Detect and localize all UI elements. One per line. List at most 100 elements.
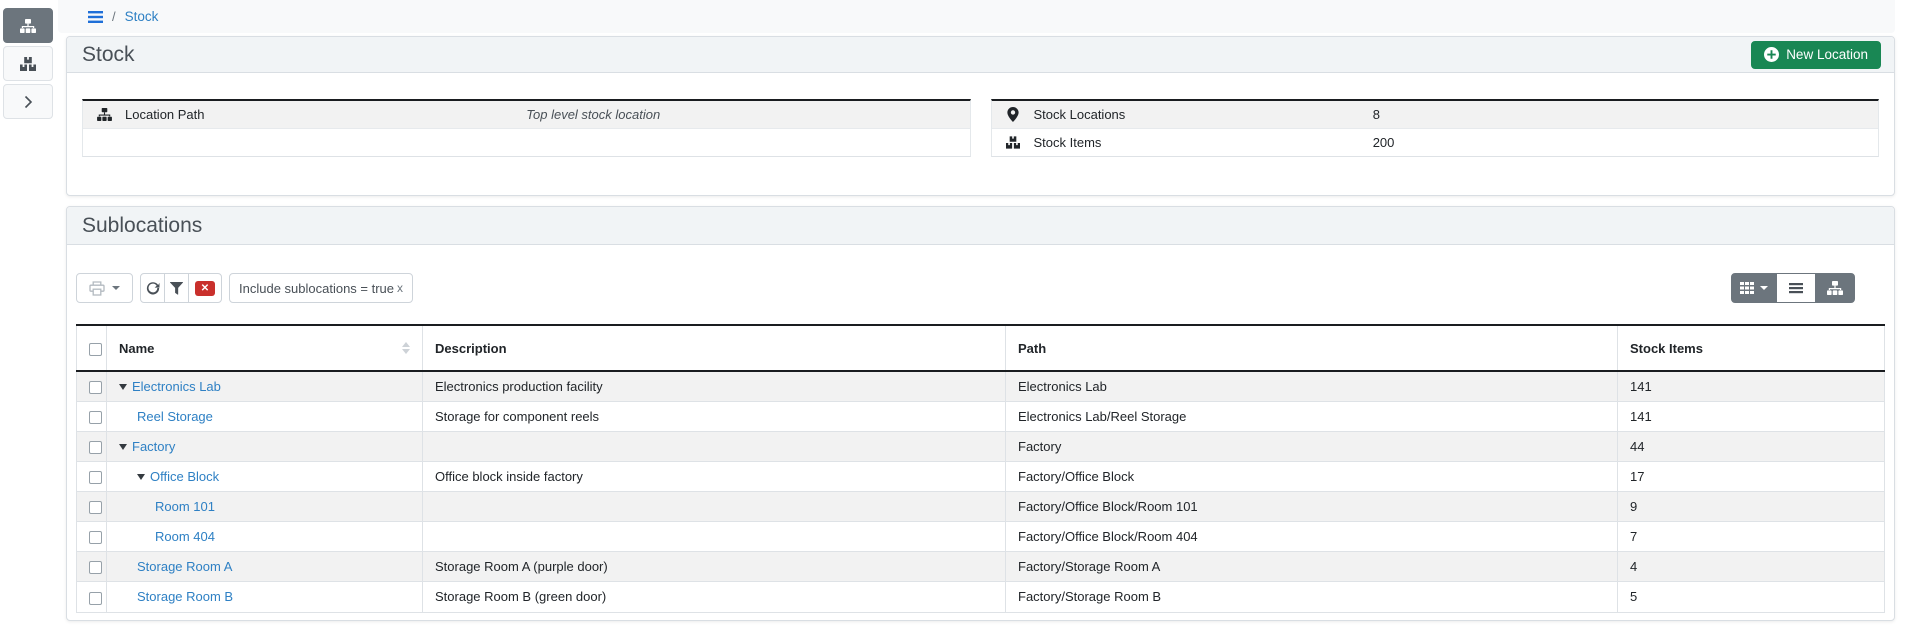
description-cell <box>422 521 1006 553</box>
new-location-button[interactable]: New Location <box>1751 40 1881 69</box>
location-path-value: Top level stock location <box>526 107 661 122</box>
collapse-caret-icon[interactable] <box>119 443 127 450</box>
table-grid-icon <box>1740 282 1754 294</box>
active-filter-chip[interactable]: Include sublocations = true x <box>229 273 414 303</box>
stock-card-body: Location Path Top level stock location S… <box>67 73 1894 157</box>
name-cell: Storage Room B <box>106 581 423 613</box>
list-icon <box>1789 282 1803 294</box>
stock-items-cell: 4 <box>1617 551 1885 583</box>
empty-row <box>83 129 970 147</box>
tree-view-button[interactable] <box>1815 273 1855 303</box>
column-header-stock-items: Stock Items <box>1617 324 1885 372</box>
remove-filter-x[interactable]: x <box>397 281 404 295</box>
location-link[interactable]: Office Block <box>150 469 220 485</box>
caret-down-icon <box>112 286 120 290</box>
table-row: Electronics Lab Electronics production f… <box>76 370 1885 403</box>
clear-filters-button[interactable]: ✕ <box>188 273 222 303</box>
breadcrumb-stock-link[interactable]: Stock <box>124 9 159 24</box>
stock-items-cell: 44 <box>1617 431 1885 463</box>
stock-items-cell: 7 <box>1617 521 1885 553</box>
location-link[interactable]: Storage Room A <box>137 559 233 575</box>
filter-chip-label: Include sublocations = true <box>239 280 395 296</box>
row-checkbox-cell <box>76 521 107 553</box>
description-cell: Storage Room A (purple door) <box>422 551 1006 583</box>
row-checkbox-cell <box>76 581 107 613</box>
description-cell: Storage Room B (green door) <box>422 581 1006 613</box>
table-row: Room 404 Factory/Office Block/Room 404 7 <box>76 521 1885 553</box>
table-row: Office Block Office block inside factory… <box>76 461 1885 493</box>
columns-dropdown-button[interactable] <box>1731 273 1777 303</box>
path-cell: Factory/Storage Room B <box>1005 581 1618 613</box>
stock-locations-value: 8 <box>1372 107 1380 122</box>
name-cell: Reel Storage <box>106 401 423 433</box>
breadcrumb: / Stock <box>58 0 1895 33</box>
refresh-button[interactable] <box>140 273 165 303</box>
row-checkbox-cell <box>76 401 107 433</box>
row-checkbox[interactable] <box>89 531 102 545</box>
location-link[interactable]: Room 404 <box>155 529 215 545</box>
sublocations-card-body: ✕ Include sublocations = true x <box>67 245 1894 613</box>
name-cell: Room 404 <box>106 521 423 553</box>
select-all-checkbox[interactable] <box>89 342 102 356</box>
sidebar-location-tree-button[interactable] <box>3 8 53 43</box>
row-checkbox-cell <box>76 431 107 463</box>
row-checkbox[interactable] <box>89 561 102 575</box>
row-checkbox[interactable] <box>89 411 102 425</box>
sidebar-stock-items-button[interactable] <box>3 46 53 81</box>
filter-button[interactable] <box>164 273 189 303</box>
list-view-button[interactable] <box>1776 273 1816 303</box>
table-toolbar: ✕ Include sublocations = true x <box>76 273 1885 303</box>
sidebar-expand-button[interactable] <box>3 84 53 119</box>
row-checkbox[interactable] <box>89 471 102 485</box>
caret-down-icon <box>1760 286 1768 290</box>
tree-indent <box>119 416 137 417</box>
sublocations-card: Sublocations ✕ Include sublocations = tr… <box>66 206 1895 621</box>
new-location-label: New Location <box>1786 47 1868 62</box>
column-header-path: Path <box>1005 324 1618 372</box>
location-path-label: Location Path <box>125 107 205 122</box>
table-row: Reel Storage Storage for component reels… <box>76 401 1885 433</box>
sitemap-icon <box>20 18 36 33</box>
stock-locations-row: Stock Locations 8 <box>991 101 1878 129</box>
table-row: Storage Room A Storage Room A (purple do… <box>76 551 1885 583</box>
description-cell: Electronics production facility <box>422 370 1006 403</box>
funnel-icon <box>170 281 183 295</box>
chevron-right-icon <box>24 95 33 109</box>
tree-indent <box>119 536 155 537</box>
row-checkbox[interactable] <box>89 441 102 455</box>
row-checkbox[interactable] <box>89 501 102 515</box>
tree-indent <box>119 566 137 567</box>
sublocations-title: Sublocations <box>82 213 203 237</box>
sitemap-icon <box>83 108 125 121</box>
location-link[interactable]: Electronics Lab <box>132 379 221 395</box>
path-cell: Electronics Lab/Reel Storage <box>1005 401 1618 433</box>
location-link[interactable]: Storage Room B <box>137 589 234 605</box>
collapse-caret-icon[interactable] <box>119 383 127 390</box>
name-cell: Factory <box>106 431 423 463</box>
stock-card-header: Stock New Location <box>67 37 1894 73</box>
stock-items-cell: 17 <box>1617 461 1885 493</box>
stock-stats-table: Stock Locations 8 Stock Items 200 <box>990 99 1879 157</box>
row-checkbox-cell <box>76 491 107 523</box>
row-checkbox[interactable] <box>89 591 102 605</box>
location-link[interactable]: Room 101 <box>155 499 215 515</box>
path-cell: Factory/Office Block/Room 404 <box>1005 521 1618 553</box>
print-button[interactable] <box>76 273 133 303</box>
collapse-caret-icon[interactable] <box>137 473 145 480</box>
sublocations-table: Name Description Path Stock Items Electr… <box>76 324 1885 613</box>
table-header-row: Name Description Path Stock Items <box>76 324 1885 372</box>
tree-indent <box>119 476 137 477</box>
location-link[interactable]: Factory <box>132 439 176 455</box>
column-header-name[interactable]: Name <box>106 324 423 372</box>
stock-card: Stock New Location Location Path Top lev… <box>66 36 1895 196</box>
row-checkbox[interactable] <box>89 381 102 395</box>
name-cell: Room 101 <box>106 491 423 523</box>
refresh-icon <box>146 281 160 295</box>
page-title: Stock <box>82 42 135 66</box>
name-cell: Electronics Lab <box>106 370 423 403</box>
clear-filter-icon: ✕ <box>195 280 215 296</box>
menu-toggle-button[interactable] <box>88 10 103 23</box>
sitemap-icon <box>1827 281 1843 295</box>
left-sidebar <box>3 8 53 122</box>
location-link[interactable]: Reel Storage <box>137 409 213 425</box>
